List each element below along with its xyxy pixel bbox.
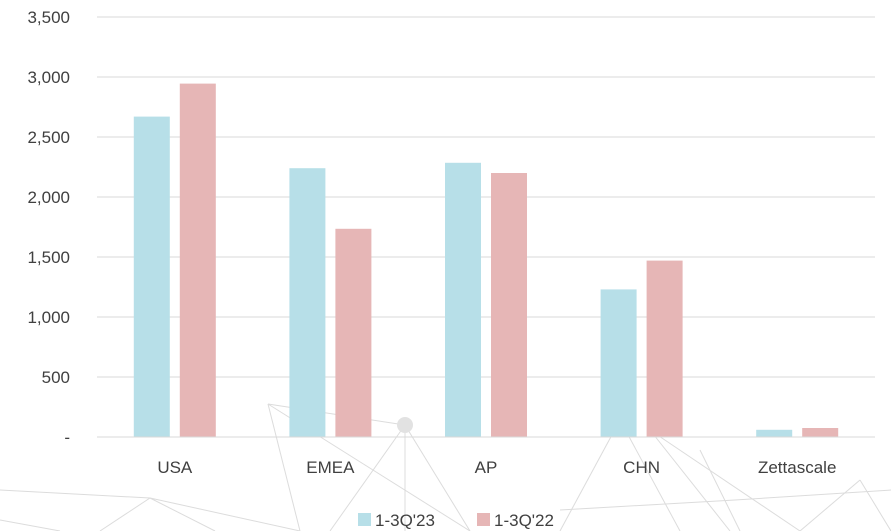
bar-series-1 bbox=[445, 162, 481, 438]
legend: 1-3Q'23 1-3Q'22 bbox=[358, 511, 554, 530]
decor-line bbox=[149, 497, 216, 531]
decor-line bbox=[649, 429, 731, 531]
bar-series-2 bbox=[491, 173, 527, 437]
decor-line bbox=[0, 489, 151, 499]
decor-line bbox=[734, 489, 891, 501]
bar-series-1 bbox=[289, 168, 326, 437]
x-tick-label: CHN bbox=[623, 458, 660, 477]
decor-line bbox=[619, 419, 681, 531]
legend-label: 1-3Q'23 bbox=[375, 511, 435, 530]
bar-series-2 bbox=[335, 228, 372, 437]
y-tick-label: - bbox=[64, 428, 70, 447]
decor-node bbox=[397, 417, 413, 433]
decor-line bbox=[859, 479, 891, 531]
bar-series-1 bbox=[756, 429, 793, 437]
x-tick-label: AP bbox=[475, 458, 498, 477]
y-tick-label: 3,000 bbox=[27, 68, 70, 87]
x-tick-label: EMEA bbox=[306, 458, 355, 477]
y-tick-label: 1,500 bbox=[27, 248, 70, 267]
decor-line bbox=[404, 424, 471, 531]
legend-swatch bbox=[477, 513, 490, 526]
bar-series-2 bbox=[802, 428, 839, 437]
y-tick-label: 2,000 bbox=[27, 188, 70, 207]
bar-series-1 bbox=[133, 116, 170, 437]
y-axis: - 500 1,000 1,500 2,000 2,500 3,000 3,500 bbox=[27, 8, 70, 447]
y-tick-label: 500 bbox=[42, 368, 70, 387]
decor-line bbox=[0, 519, 61, 531]
bar-series-2 bbox=[646, 260, 683, 437]
bars bbox=[133, 83, 839, 438]
x-tick-label: USA bbox=[157, 458, 193, 477]
decor-line bbox=[267, 403, 301, 531]
bar-series-2 bbox=[179, 83, 216, 437]
y-tick-label: 2,500 bbox=[27, 128, 70, 147]
x-axis: USA EMEA AP CHN Zettascale bbox=[97, 436, 875, 477]
x-tick-label: Zettascale bbox=[758, 458, 836, 477]
legend-label: 1-3Q'22 bbox=[494, 511, 554, 530]
decor-line bbox=[799, 479, 861, 531]
decor-line bbox=[649, 429, 801, 531]
decor-line bbox=[99, 497, 151, 531]
y-tick-label: 3,500 bbox=[27, 8, 70, 27]
bar-series-1 bbox=[600, 289, 637, 437]
decor-line bbox=[149, 497, 301, 531]
decor-line bbox=[329, 424, 406, 531]
decor-line bbox=[699, 449, 741, 531]
decor-line bbox=[559, 419, 621, 531]
y-tick-label: 1,000 bbox=[27, 308, 70, 327]
decor-line bbox=[559, 499, 736, 511]
legend-swatch bbox=[358, 513, 371, 526]
